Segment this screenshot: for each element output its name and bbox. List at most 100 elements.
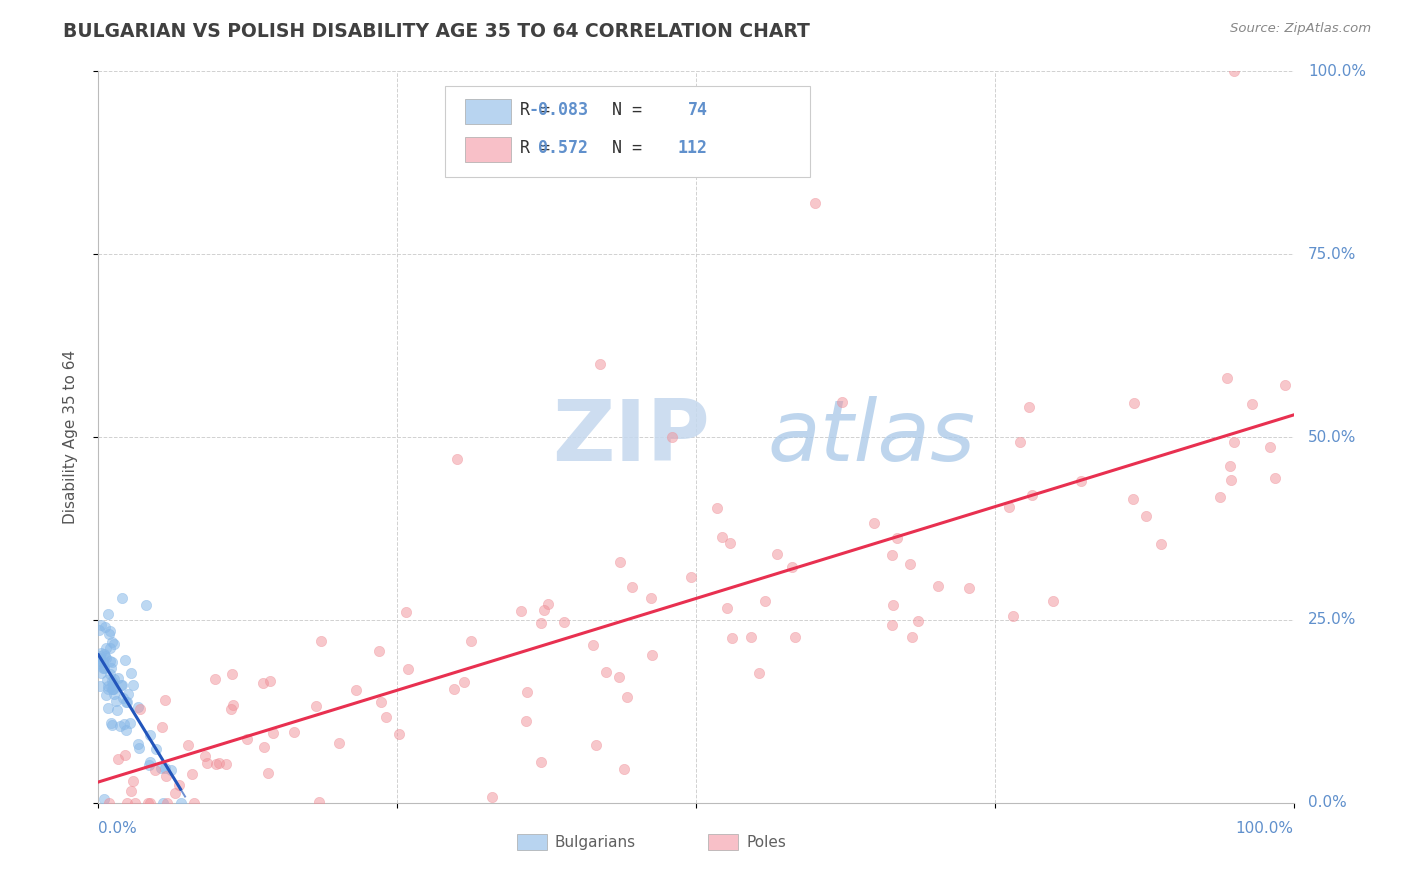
Point [127,700,149,714]
Point [96,673,118,688]
Point [91,661,114,675]
Point [163,786,186,800]
Point [114,653,136,667]
Point [108,719,131,733]
Point [101,674,124,689]
Point [1222,434,1244,449]
Point [1135,508,1157,523]
Point [112,717,135,731]
Point [641,648,664,662]
Point [87,624,110,638]
Point [107,752,129,766]
Point [136,796,159,810]
Point [128,741,150,756]
Point [120,665,142,680]
Text: 100.0%: 100.0% [1308,64,1365,78]
Point [97,682,120,697]
Point [104,694,127,708]
Point [101,675,124,690]
Point [195,756,218,770]
Point [609,555,631,569]
Point [368,644,391,658]
Text: 112: 112 [678,139,709,157]
Point [105,703,128,717]
Point [107,671,129,685]
Point [93,655,115,669]
Text: 0.0%: 0.0% [1308,796,1347,810]
Point [1122,395,1144,409]
Point [122,773,145,788]
Point [533,602,555,616]
Point [453,674,475,689]
Point [1010,435,1032,450]
Text: BULGARIAN VS POLISH DISABILITY AGE 35 TO 64 CORRELATION CHART: BULGARIAN VS POLISH DISABILITY AGE 35 TO… [63,22,810,41]
Point [124,796,146,810]
Point [100,716,122,731]
Point [177,738,200,752]
Point [100,661,122,675]
Point [110,678,132,692]
Text: N =: N = [613,139,643,157]
Point [740,630,762,644]
Point [395,605,418,619]
Point [98,641,121,656]
Point [149,761,172,775]
Point [90,646,112,660]
Point [661,430,683,444]
Point [1018,401,1040,415]
Text: R =: R = [520,139,550,157]
Point [446,452,468,467]
Point [89,679,111,693]
Point [252,676,274,690]
Point [122,677,145,691]
Point [882,599,904,613]
Point [706,501,728,516]
Point [716,600,738,615]
Point [344,683,367,698]
Point [783,630,806,644]
Bar [709,834,738,850]
Point [96,640,118,655]
Point [1042,593,1064,607]
Text: R =: R = [520,101,550,120]
Point [143,763,166,777]
Point [1070,475,1092,489]
Point [98,796,121,810]
Point [139,755,162,769]
Point [90,618,112,632]
Point [120,784,142,798]
Bar [465,137,510,162]
Point [153,693,176,707]
Point [305,699,328,714]
Text: N =: N = [613,101,643,120]
Point [111,678,134,692]
Point [89,651,111,665]
Point [87,657,110,671]
Text: ZIP: ZIP [553,395,710,479]
Point [127,737,149,751]
Point [138,757,160,772]
Point [1122,492,1144,507]
Point [97,700,120,714]
Point [219,702,242,716]
Point [328,735,350,749]
Point [1216,371,1239,385]
Text: 75.0%: 75.0% [1308,247,1357,261]
Text: 25.0%: 25.0% [1308,613,1357,627]
Point [620,580,643,594]
Point [283,724,305,739]
Point [748,665,770,680]
Point [103,681,125,696]
Text: atlas: atlas [768,395,976,479]
Point [150,721,173,735]
Point [1264,471,1286,485]
Point [100,680,122,694]
Point [114,747,136,762]
Point [259,673,281,688]
Point [114,695,136,709]
Point [169,778,191,792]
Point [927,579,949,593]
Point [103,672,125,686]
Point [139,728,162,742]
Point [215,757,238,772]
